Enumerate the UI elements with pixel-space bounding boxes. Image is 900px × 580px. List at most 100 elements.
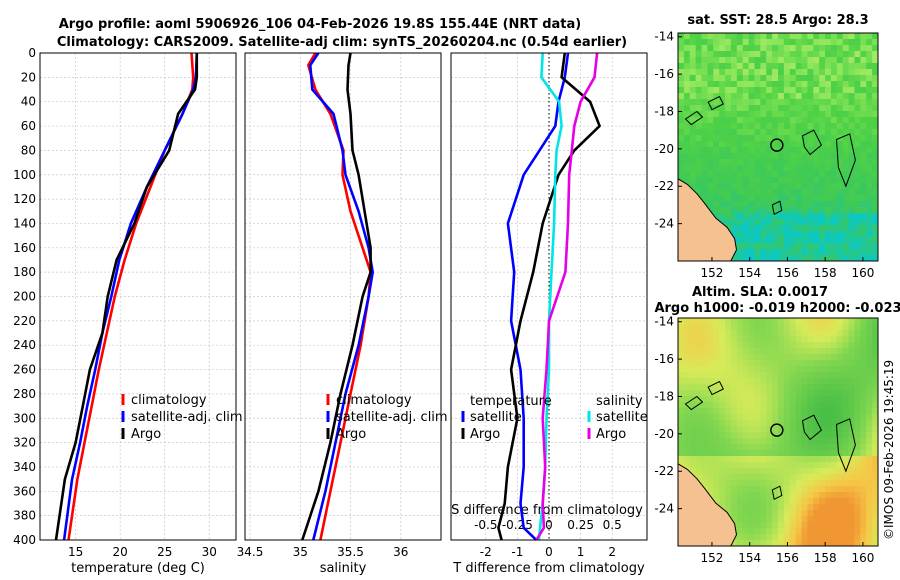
map-cell: [766, 414, 773, 421]
map-cell: [795, 69, 803, 76]
map-cell: [860, 318, 867, 325]
map-cell: [842, 57, 850, 64]
map-cell: [730, 474, 738, 481]
map-cell: [783, 360, 791, 367]
map-cell: [783, 39, 791, 46]
map-cell: [789, 420, 797, 427]
map-cell: [813, 195, 820, 202]
map-cell: [754, 522, 761, 529]
map-cell: [736, 540, 744, 546]
map-cell: [742, 522, 750, 529]
map-cell: [801, 87, 809, 94]
map-cell: [725, 330, 732, 337]
map-cell: [789, 438, 797, 445]
map-cell: [689, 159, 697, 166]
map-cell: [742, 384, 750, 391]
map-cell: [848, 438, 856, 445]
map-cell: [778, 378, 785, 385]
map-cell: [730, 396, 738, 403]
map-cell: [819, 342, 826, 349]
map-cell: [819, 51, 826, 58]
map-cell: [683, 75, 691, 82]
map-cell: [725, 177, 732, 184]
x2-tick-label: 0.5: [603, 518, 622, 532]
map-cell: [772, 516, 779, 523]
map-cell: [854, 51, 861, 58]
map-cell: [701, 51, 709, 58]
map-cell: [760, 450, 767, 457]
map-cell: [825, 540, 832, 546]
map-cell: [807, 147, 814, 154]
map-cell: [701, 87, 709, 94]
map-cell: [872, 129, 878, 136]
map-cell: [713, 111, 720, 118]
map-cell: [760, 456, 767, 463]
map-cell: [830, 51, 838, 58]
map-cell: [742, 99, 750, 106]
map-cell: [725, 195, 732, 202]
map-cell: [707, 402, 714, 409]
map-cell: [772, 171, 779, 178]
map-cell: [689, 123, 697, 130]
map-cell: [725, 348, 732, 355]
reef-outline: [707, 95, 724, 111]
map-cell: [836, 105, 844, 112]
map-cell: [713, 438, 720, 445]
map-cell: [689, 39, 697, 46]
map-cell: [854, 534, 861, 541]
map-cell: [760, 123, 767, 130]
map-cell: [825, 207, 832, 214]
map-cell: [866, 372, 873, 379]
map-cell: [754, 51, 761, 58]
map-cell: [795, 225, 803, 232]
map-cell: [795, 135, 803, 142]
map-cell: [701, 378, 709, 385]
map-cell: [713, 81, 720, 88]
map-cell: [766, 57, 773, 64]
map-cell: [813, 123, 820, 130]
map-cell: [789, 396, 797, 403]
map-cell: [730, 207, 738, 214]
map-cell: [866, 63, 873, 70]
map-cell: [783, 474, 791, 481]
map-cell: [872, 408, 878, 415]
map-cell: [825, 165, 832, 172]
map-cell: [778, 498, 785, 505]
map-cell: [778, 171, 785, 178]
map-cell: [730, 153, 738, 160]
map-cell: [783, 516, 791, 523]
map-cell: [807, 249, 814, 256]
map-y-tick-label: -18: [654, 104, 674, 118]
map-cell: [866, 384, 873, 391]
map-cell: [689, 354, 697, 361]
map-cell: [766, 81, 773, 88]
map-cell: [783, 75, 791, 82]
map-cell: [830, 342, 838, 349]
map-cell: [789, 516, 797, 523]
map-cell: [778, 360, 785, 367]
map-cell: [713, 177, 720, 184]
map-cell: [736, 510, 744, 517]
map-cell: [866, 456, 873, 463]
map-cell: [772, 420, 779, 427]
map-cell: [766, 444, 773, 451]
map-cell: [789, 141, 797, 148]
map-cell: [766, 177, 773, 184]
y-tick-label: 340: [13, 460, 36, 474]
map-cell: [860, 480, 867, 487]
map-cell: [825, 123, 832, 130]
map-cell: [701, 183, 709, 190]
map-cell: [701, 414, 709, 421]
map-cell: [830, 159, 838, 166]
map-cell: [772, 324, 779, 331]
map-cell: [860, 135, 867, 142]
map-cell: [754, 183, 761, 190]
map-cell: [842, 462, 850, 469]
map-cell: [678, 420, 685, 427]
map-cell: [854, 255, 861, 261]
map-cell: [801, 402, 809, 409]
map-cell: [719, 354, 726, 361]
map-cell: [813, 360, 820, 367]
map-cell: [713, 462, 720, 469]
map-cell: [807, 111, 814, 118]
